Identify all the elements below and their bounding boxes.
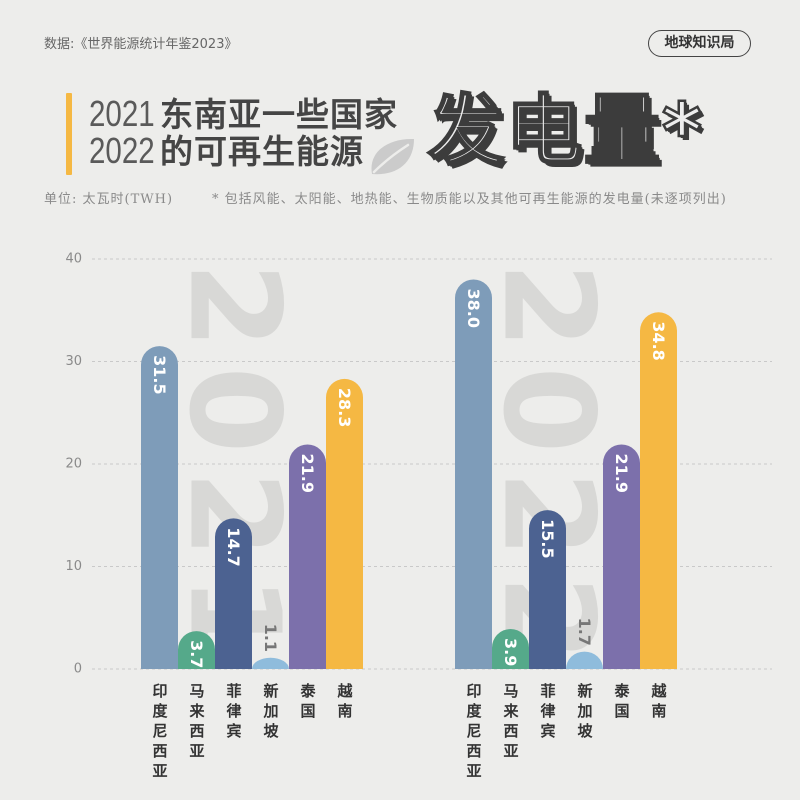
value-label-2021-malaysia: 3.7 — [187, 640, 206, 668]
bar-2022-philippines — [529, 510, 566, 669]
value-label-2022-vietnam: 34.8 — [649, 321, 668, 360]
value-label-2022-singapore: 1.7 — [575, 618, 594, 646]
title-line-1: 东南亚一些国家 — [160, 95, 398, 134]
title-year-2021: 2021 — [89, 93, 155, 134]
x-label-2022-singapore: 新加坡 — [575, 683, 594, 743]
x-label-2022-philippines: 菲律宾 — [538, 683, 557, 743]
y-tick-label-20: 20 — [65, 457, 82, 472]
y-tick-label-30: 30 — [65, 354, 82, 369]
x-label-2021-thailand: 泰国 — [298, 683, 317, 723]
bar-2021-indonesia — [141, 346, 178, 669]
leaf-icon — [364, 134, 418, 178]
bar-2021-singapore — [252, 657, 289, 669]
value-label-2021-vietnam: 28.3 — [335, 388, 354, 427]
page-title: 发电量* — [427, 85, 704, 177]
x-label-2021-malaysia: 马来西亚 — [187, 683, 206, 763]
y-tick-label-10: 10 — [65, 559, 82, 574]
value-labels: 31.5 3.7 14.7 1.1 21.9 28.3 38.0 3.9 15.5 1.7 21.9… — [150, 289, 668, 669]
title-year-2022: 2022 — [89, 130, 155, 171]
value-label-2021-singapore: 1.1 — [261, 624, 280, 652]
value-label-2022-malaysia: 3.9 — [501, 638, 520, 666]
bar-2021-thailand — [289, 444, 326, 669]
bar-2022-indonesia — [455, 279, 492, 669]
x-label-2022-thailand: 泰国 — [612, 683, 631, 723]
bar-2022-malaysia — [492, 629, 529, 669]
x-label-2022-indonesia: 印度尼西亚 — [464, 683, 483, 783]
value-label-2021-philippines: 14.7 — [224, 527, 243, 566]
bar-2021-philippines — [215, 518, 252, 669]
y-tick-label-0: 0 — [74, 662, 82, 677]
brand-badge: 地球知识局 — [648, 30, 751, 57]
bar-2021-vietnam — [326, 378, 363, 669]
x-label-2021-vietnam: 越南 — [335, 683, 354, 723]
x-label-2022-vietnam: 越南 — [649, 683, 668, 723]
value-label-2022-indonesia: 38.0 — [464, 289, 483, 328]
title-line-2: 的可再生能源 — [160, 132, 364, 171]
bar-2021-malaysia — [178, 631, 215, 669]
x-label-2021-singapore: 新加坡 — [261, 683, 280, 743]
y-tick-label-40: 40 — [65, 252, 82, 267]
title-accent-bar — [66, 93, 72, 175]
x-label-2022-malaysia: 马来西亚 — [501, 683, 520, 763]
bar-2022-vietnam — [640, 312, 677, 669]
data-source: 数据:《世界能源统计年鉴2023》 — [44, 37, 238, 52]
value-label-2021-thailand: 21.9 — [298, 454, 317, 493]
x-label-2021-philippines: 菲律宾 — [224, 683, 243, 743]
bars — [141, 279, 677, 669]
bar-2022-thailand — [603, 444, 640, 669]
unit-note: 单位: 太瓦时(TWH) — [44, 192, 174, 207]
x-label-2021-indonesia: 印度尼西亚 — [150, 683, 169, 783]
value-label-2022-thailand: 21.9 — [612, 454, 631, 493]
value-label-2021-indonesia: 31.5 — [150, 355, 169, 394]
bar-2022-singapore — [566, 651, 604, 669]
value-label-2022-philippines: 15.5 — [538, 519, 557, 558]
footnote: * 包括风能、太阳能、地热能、生物质能以及其他可再生能源的发电量(未逐项列出) — [212, 192, 727, 207]
